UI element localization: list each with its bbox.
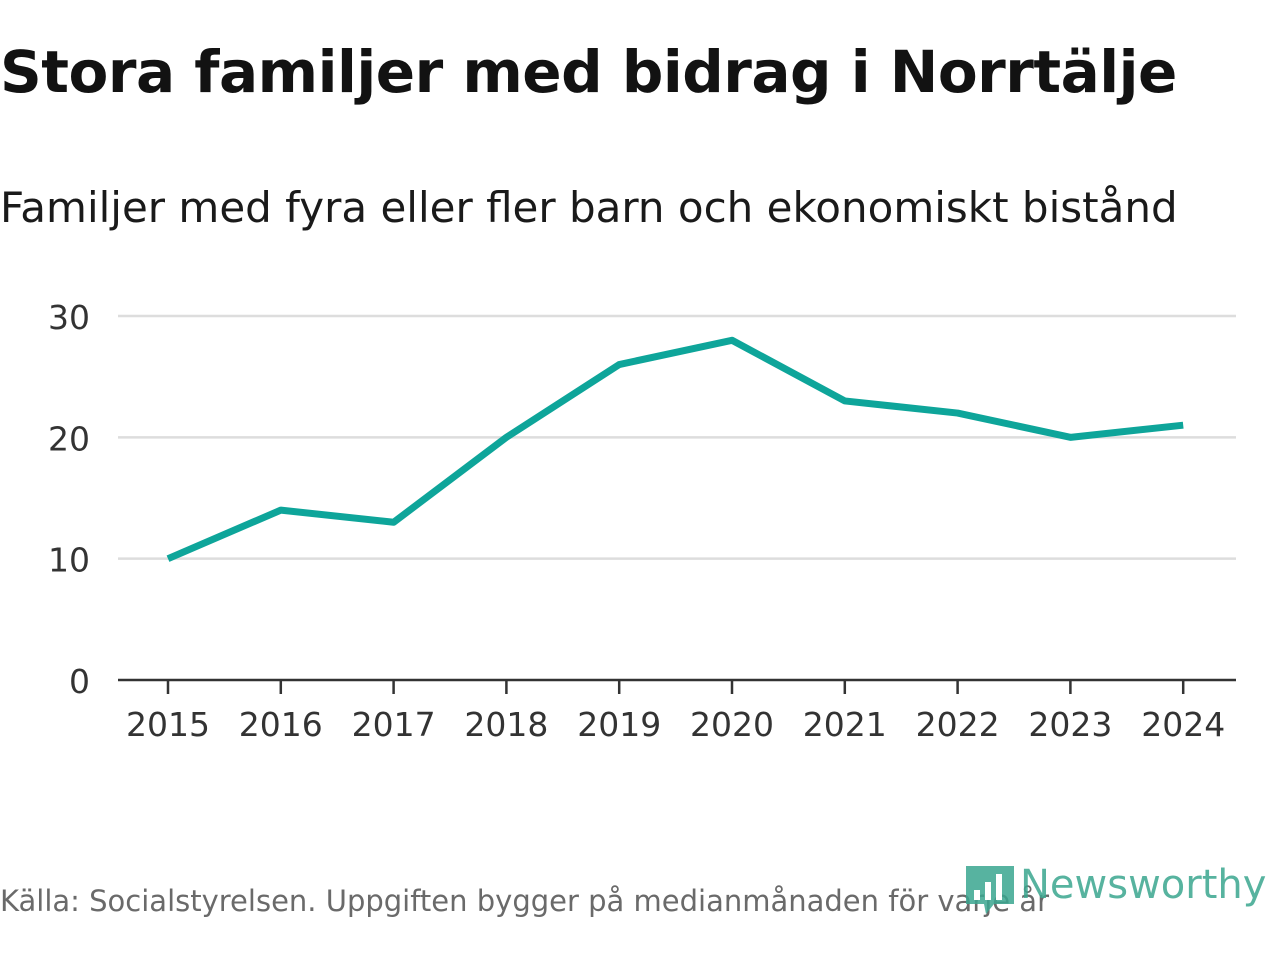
line-chart: 0 10 20 30 2015 2016 2017 2018 2019 2020 2021 2022 2…	[48, 298, 1236, 744]
x-tick-label: 2018	[464, 705, 548, 744]
x-tick-label: 2023	[1028, 705, 1112, 744]
brand-name: Newsworthy	[1020, 862, 1267, 908]
x-tick-label: 2017	[352, 705, 436, 744]
chart-subtitle: Familjer med fyra eller fler barn och ek…	[0, 183, 1178, 232]
x-tick-label: 2022	[916, 705, 1000, 744]
y-tick-label: 20	[48, 419, 90, 458]
x-tick-label: 2019	[577, 705, 661, 744]
newsworthy-logo-icon	[966, 866, 1014, 914]
chart-title: Stora familjer med bidrag i Norrtälje	[0, 38, 1177, 106]
y-tick-label: 30	[48, 298, 90, 337]
x-tick-label: 2020	[690, 705, 774, 744]
y-tick-label: 10	[48, 541, 90, 580]
y-tick-label: 0	[69, 662, 90, 701]
brand-logo: Newsworthy	[964, 862, 1267, 916]
x-tick-label: 2015	[126, 705, 210, 744]
series-line	[166, 336, 1184, 562]
source-note: Källa: Socialstyrelsen. Uppgiften bygger…	[0, 884, 1049, 918]
x-tick-label: 2024	[1141, 705, 1225, 744]
x-tick-label: 2016	[239, 705, 323, 744]
x-tick-label: 2021	[803, 705, 887, 744]
